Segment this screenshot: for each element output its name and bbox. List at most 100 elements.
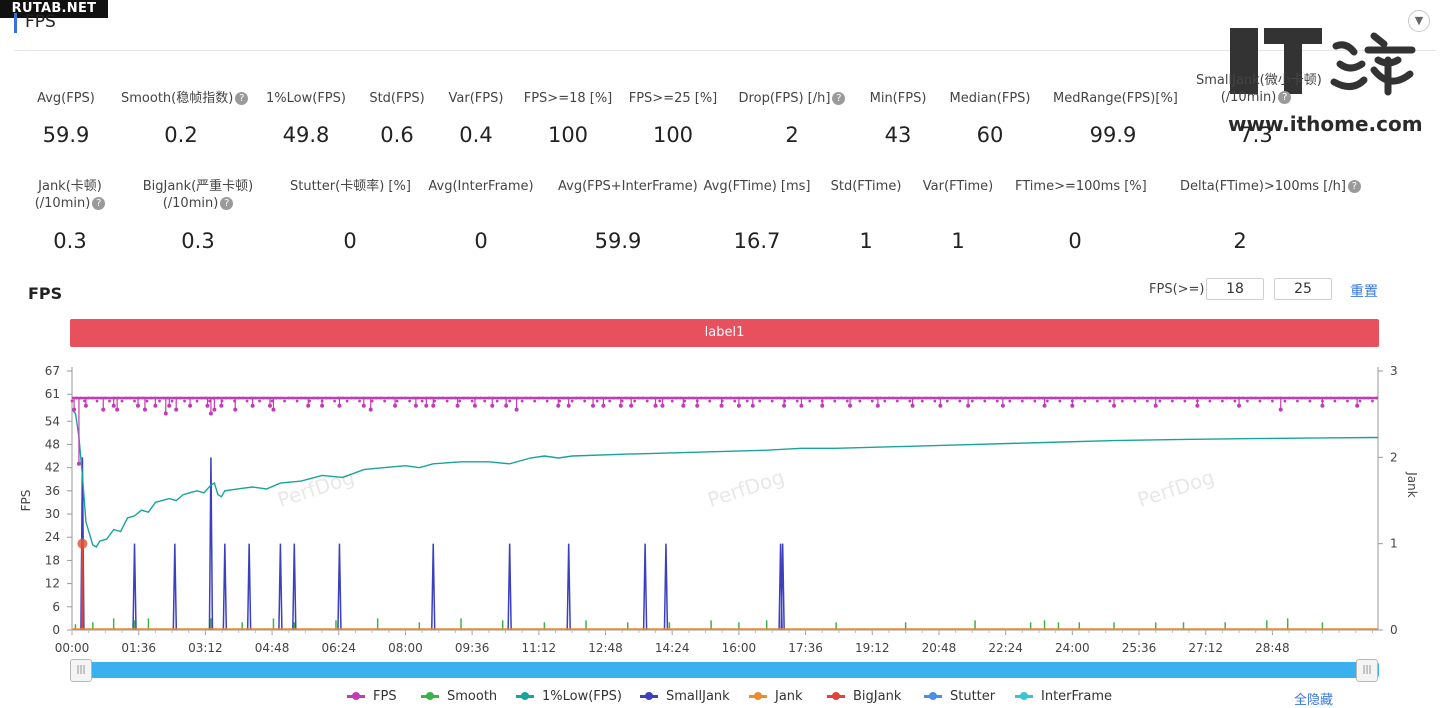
- fps-point: [820, 403, 825, 408]
- fps-point: [995, 399, 999, 403]
- legend-item[interactable]: Stutter: [924, 689, 995, 704]
- fps-point: [945, 399, 949, 403]
- legend-item[interactable]: FPS: [347, 689, 397, 704]
- fps-point: [458, 399, 462, 403]
- fps-point: [374, 396, 378, 400]
- metric-r2-8: FTime>=100ms [%] 0: [1015, 178, 1147, 253]
- fps-point: [99, 396, 103, 400]
- metric-label: MedRange(FPS)[%]: [1053, 90, 1178, 107]
- fps-point: [208, 399, 211, 403]
- fps-point: [188, 403, 193, 408]
- help-icon[interactable]: ?: [220, 197, 234, 210]
- fps-point: [258, 399, 261, 403]
- legend-item[interactable]: BigJank: [827, 689, 901, 704]
- fps-point: [618, 403, 623, 408]
- fps-point: [424, 403, 429, 408]
- x-tick-label: 22:24: [988, 641, 1023, 655]
- fps-point: [516, 396, 520, 400]
- fps-threshold-input-2[interactable]: 25: [1274, 278, 1332, 300]
- metric-label: 1%Low(FPS): [246, 90, 366, 107]
- fps-point: [83, 403, 88, 408]
- fps-point: [320, 399, 324, 403]
- slider-handle-left[interactable]: |||: [70, 659, 92, 682]
- site-watermark: RUTAB.NET: [0, 0, 108, 18]
- metric-label-text: FPS>=25 [%]: [628, 91, 718, 106]
- fps-point: [141, 396, 145, 400]
- fps-point: [1208, 399, 1212, 403]
- x-tick-label: 09:36: [455, 641, 490, 655]
- fps-point: [228, 396, 232, 400]
- fps-threshold-input-1[interactable]: 18: [1206, 278, 1264, 300]
- metric-label: Drop(FPS) [/h]?: [732, 90, 852, 107]
- fps-point: [1200, 396, 1203, 400]
- fps-point: [158, 399, 161, 403]
- fps-point: [362, 396, 366, 400]
- fps-point: [1279, 396, 1283, 400]
- fps-point: [83, 399, 86, 403]
- fps-point: [1062, 396, 1066, 400]
- metric-r2-9: Delta(FTime)>100ms [/h]? 2: [1180, 178, 1361, 253]
- metric-label-text: Stutter(卡顿率) [%]: [290, 179, 411, 194]
- fps-point: [1125, 396, 1128, 400]
- section-title: FPS: [25, 12, 56, 32]
- fps-point: [279, 396, 282, 400]
- legend-item[interactable]: Smooth: [421, 689, 497, 704]
- fps-point: [116, 396, 120, 400]
- metric-r1-0: Avg(FPS) 59.9: [6, 90, 126, 147]
- fps-point: [1241, 396, 1245, 400]
- fps-point: [979, 396, 983, 400]
- fps-point: [720, 399, 724, 403]
- metric-value: 2: [1233, 229, 1247, 253]
- fps-point: [167, 403, 172, 408]
- fps-point: [412, 396, 416, 400]
- fps-point: [782, 403, 787, 408]
- fps-point: [1000, 396, 1003, 400]
- fps-point: [163, 411, 168, 416]
- fps-point: [1016, 396, 1020, 400]
- legend-item[interactable]: InterFrame: [1015, 689, 1112, 704]
- legend-item[interactable]: 1%Low(FPS): [516, 689, 622, 704]
- perfdog-watermark: PerfDog: [704, 465, 787, 512]
- fps-point: [633, 399, 637, 403]
- reset-button[interactable]: 重置: [1350, 284, 1378, 300]
- help-icon[interactable]: ?: [832, 92, 846, 105]
- fps-point: [941, 396, 945, 400]
- metric-label-text: Min(FPS): [869, 91, 927, 106]
- fps-point: [579, 396, 582, 400]
- legend-item[interactable]: Jank: [749, 689, 803, 704]
- fps-chart[interactable]: PerfDogPerfDogPerfDogPerfDogPerfDogPerfD…: [0, 355, 1440, 655]
- legend-swatch-icon: [347, 692, 365, 700]
- fps-point: [429, 396, 432, 400]
- fps-point: [1012, 396, 1016, 400]
- chevron-down-icon[interactable]: ▼: [1408, 10, 1430, 32]
- fps-point: [120, 399, 124, 403]
- hide-all-button[interactable]: 全隐藏: [1294, 693, 1334, 708]
- help-icon[interactable]: ?: [1347, 180, 1361, 193]
- fps-point: [637, 396, 641, 400]
- metric-label-text: Smooth(稳帧指数): [121, 91, 234, 106]
- label-band[interactable]: label1: [70, 319, 1379, 347]
- fps-point: [1112, 403, 1117, 408]
- fps-point: [166, 396, 170, 400]
- fps-point: [929, 396, 933, 400]
- smalljank-spike: [278, 543, 283, 631]
- legend-label: Jank: [775, 689, 803, 704]
- time-range-slider[interactable]: [70, 662, 1379, 678]
- fps-point: [566, 403, 571, 408]
- fps-point: [900, 396, 903, 400]
- fps-point: [983, 399, 987, 403]
- help-icon[interactable]: ?: [235, 92, 249, 105]
- fps-point: [499, 396, 503, 400]
- help-icon[interactable]: ?: [92, 197, 106, 210]
- help-icon[interactable]: ?: [1278, 91, 1292, 104]
- chart-legend: FPS Smooth 1%Low(FPS) SmallJank Jank BigJank S…: [0, 689, 1440, 707]
- fps-point: [299, 396, 303, 400]
- fps-point: [937, 396, 941, 400]
- fps-point: [479, 396, 482, 400]
- fps-point: [1341, 396, 1345, 400]
- fps-point: [393, 403, 398, 408]
- legend-item[interactable]: SmallJank: [640, 689, 730, 704]
- fps-point: [666, 396, 670, 400]
- fps-point: [1104, 396, 1108, 400]
- slider-handle-right[interactable]: |||: [1356, 659, 1378, 682]
